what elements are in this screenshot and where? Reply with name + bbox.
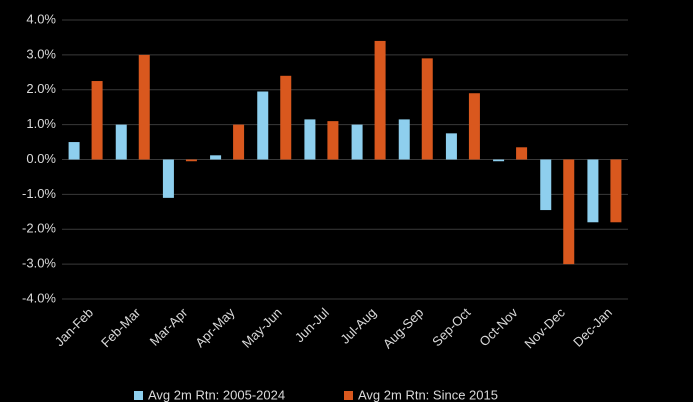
bar xyxy=(610,159,622,223)
bar xyxy=(540,159,552,211)
bar xyxy=(563,159,575,265)
x-tick-label: Jan-Feb xyxy=(52,305,96,349)
bar xyxy=(115,124,127,160)
bar xyxy=(280,75,292,160)
x-tick-label: Oct-Nov xyxy=(476,305,521,350)
x-tick-label: Jul-Aug xyxy=(337,305,379,347)
legend-swatch xyxy=(344,391,353,400)
bar xyxy=(185,159,197,162)
bar xyxy=(351,124,363,160)
legend-label: Avg 2m Rtn: Since 2015 xyxy=(358,387,498,402)
bar xyxy=(162,159,174,198)
bar xyxy=(233,124,245,160)
bar xyxy=(493,159,505,162)
x-tick-label: Apr-May xyxy=(192,305,238,351)
y-tick-label: -3.0% xyxy=(22,256,56,271)
y-tick-label: 0.0% xyxy=(26,151,56,166)
bar xyxy=(138,54,150,160)
bar xyxy=(304,119,316,160)
x-tick-label: Jun-Jul xyxy=(292,305,332,345)
bar xyxy=(210,155,222,160)
bar xyxy=(587,159,599,223)
bar xyxy=(327,121,339,160)
y-tick-label: 4.0% xyxy=(26,11,56,26)
x-tick-label: Sep-Oct xyxy=(429,305,474,350)
bar xyxy=(374,40,386,160)
y-tick-label: 2.0% xyxy=(26,81,56,96)
bar xyxy=(468,93,480,160)
bar xyxy=(516,147,528,160)
x-tick-label: May-Jun xyxy=(239,305,285,351)
bar xyxy=(68,142,80,160)
y-tick-label: -2.0% xyxy=(22,221,56,236)
x-tick-label: Mar-Apr xyxy=(147,304,191,348)
x-tick-label: Nov-Dec xyxy=(521,305,568,352)
x-tick-label: Aug-Sep xyxy=(380,305,426,351)
bar xyxy=(445,133,457,160)
y-tick-label: -4.0% xyxy=(22,290,56,305)
x-tick-label: Feb-Mar xyxy=(98,304,144,350)
legend-swatch xyxy=(134,391,143,400)
bar xyxy=(398,119,410,160)
bar xyxy=(91,81,103,160)
x-tick-label: Dec-Jan xyxy=(570,305,615,350)
bar xyxy=(421,58,433,160)
legend-label: Avg 2m Rtn: 2005-2024 xyxy=(148,387,285,402)
y-tick-label: 3.0% xyxy=(26,46,56,61)
y-tick-label: -1.0% xyxy=(22,186,56,201)
y-tick-label: 1.0% xyxy=(26,116,56,131)
bar xyxy=(257,91,269,160)
